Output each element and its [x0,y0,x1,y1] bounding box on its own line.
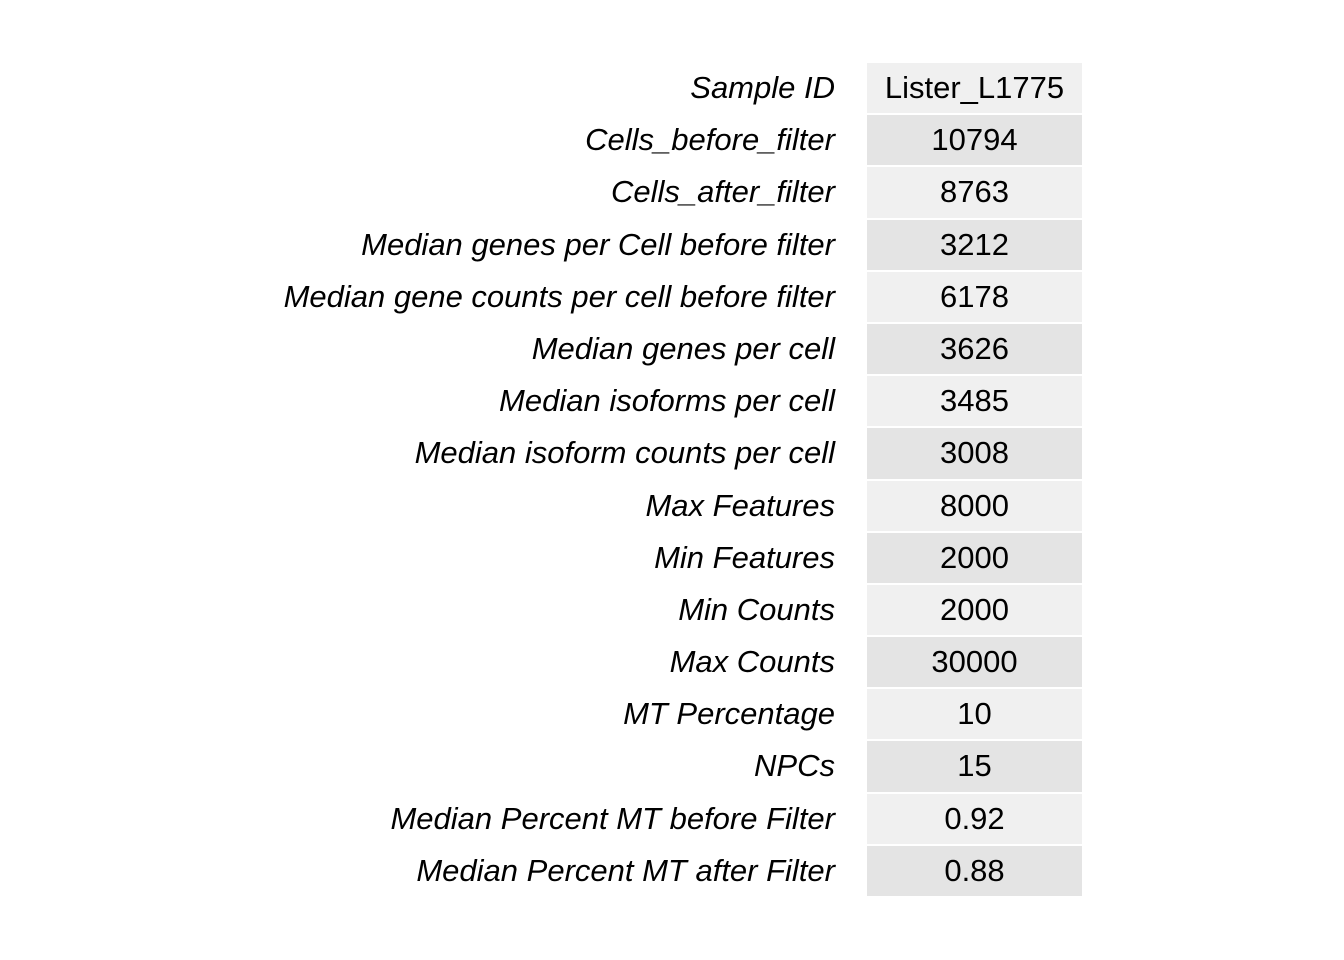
value-cell: 2000 [867,532,1082,583]
row-label: Min Counts [678,591,835,627]
table-row: Median gene counts per cell before filte… [0,271,1344,323]
table-row: Median isoforms per cell 3485 [0,375,1344,427]
value-cell: 0.88 [867,845,1082,896]
row-label: Max Counts [669,644,835,680]
row-label: Min Features [654,539,835,575]
row-label: Max Features [645,487,835,523]
row-label: Cells_after_filter [611,174,835,210]
table-row: Cells_before_filter 10794 [0,114,1344,166]
table-row: Median Percent MT before Filter 0.92 [0,793,1344,845]
table-row: Sample ID Lister_L1775 [0,62,1344,114]
value-cell: 8763 [867,167,1082,218]
value-cell: 8000 [867,480,1082,531]
row-label: Median isoforms per cell [499,383,835,419]
table-row: Cells_after_filter 8763 [0,166,1344,218]
row-label: MT Percentage [623,696,835,732]
value-cell: 3008 [867,428,1082,479]
value-cell: 10794 [867,115,1082,166]
table-row: Median genes per cell 3626 [0,323,1344,375]
value-cell: 0.92 [867,793,1082,844]
row-label: Median genes per cell [531,330,835,366]
row-label: Sample ID [690,70,835,105]
summary-table: Sample ID Lister_L1775 Cells_before_filter… [0,62,1344,897]
table-row: MT Percentage 10 [0,688,1344,740]
table-row: Median Percent MT after Filter 0.88 [0,845,1344,897]
row-label: Median Percent MT after Filter [416,852,835,888]
value-cell: 6178 [867,271,1082,322]
row-label: NPCs [754,748,835,784]
table-row: Median isoform counts per cell 3008 [0,427,1344,479]
table-row: Min Features 2000 [0,532,1344,584]
row-label: Median isoform counts per cell [414,435,835,471]
value-cell: 2000 [867,584,1082,636]
value-cell: 15 [867,741,1082,792]
table-row: Min Counts 2000 [0,584,1344,636]
row-label: Cells_before_filter [585,122,835,158]
value-cell: 3626 [867,323,1082,375]
row-label: Median Percent MT before Filter [390,800,835,836]
value-cell: 3212 [867,219,1082,270]
value-cell: 3485 [867,376,1082,427]
table-row: Max Counts 30000 [0,636,1344,688]
value-cell: 10 [867,689,1082,740]
table-row: Median genes per Cell before filter 3212 [0,219,1344,271]
value-cell: Lister_L1775 [867,63,1082,114]
row-label: Median genes per Cell before filter [361,226,835,262]
value-cell: 30000 [867,637,1082,688]
row-label: Median gene counts per cell before filte… [283,278,835,314]
table-row: Max Features 8000 [0,480,1344,532]
table-row: NPCs 15 [0,740,1344,792]
